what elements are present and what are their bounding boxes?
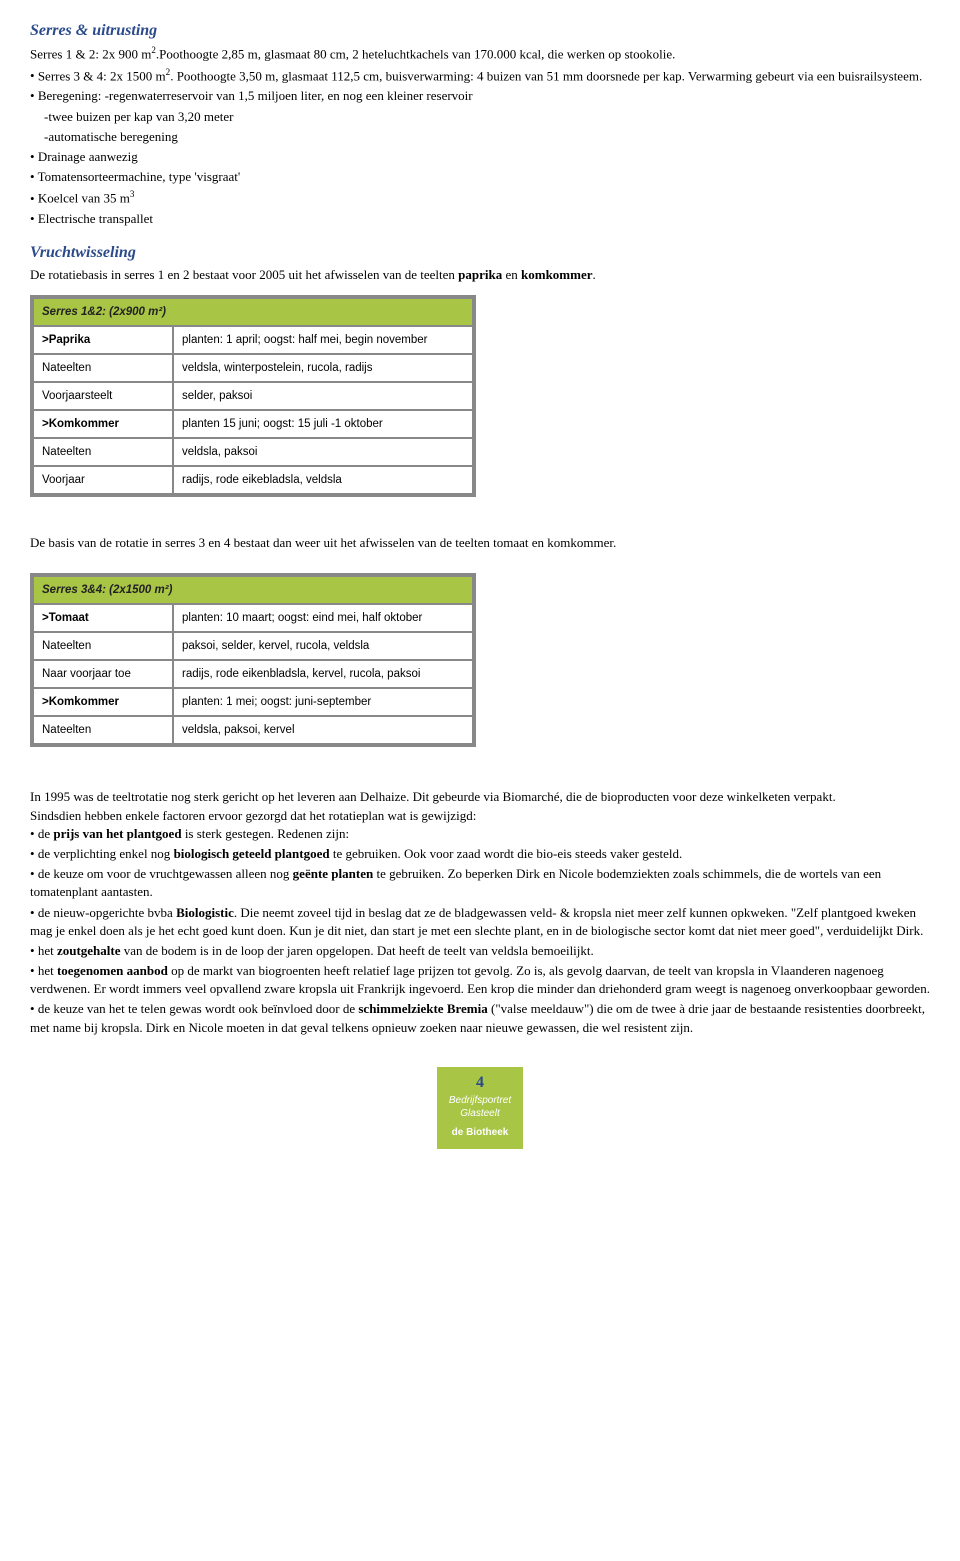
text: de keuze van het te telen gewas wordt oo… bbox=[38, 1001, 359, 1016]
text: is sterk gestegen. Redenen zijn: bbox=[182, 826, 350, 841]
table-cell: Voorjaar bbox=[33, 466, 173, 494]
text-bold: zoutgehalte bbox=[57, 943, 121, 958]
text: . bbox=[593, 267, 596, 282]
paragraph: In 1995 was de teeltrotatie nog sterk ge… bbox=[30, 788, 930, 806]
bullet: Beregening: -regenwaterreservoir van 1,5… bbox=[30, 87, 930, 105]
table-cell: veldsla, paksoi, kervel bbox=[173, 716, 473, 744]
text-bold: komkommer bbox=[521, 267, 593, 282]
footer-label: Glasteelt bbox=[449, 1107, 511, 1120]
section-serres: Serres & uitrusting Serres 1 & 2: 2x 900… bbox=[30, 20, 930, 228]
text: Serres 3 & 4: 2x 1500 m bbox=[38, 68, 166, 83]
text-bold: prijs van het plantgoed bbox=[53, 826, 181, 841]
footer-label: Bedrijfsportret bbox=[449, 1094, 511, 1107]
section-title: Vruchtwisseling bbox=[30, 242, 930, 264]
table-cell: planten: 10 maart; oogst: eind mei, half… bbox=[173, 604, 473, 632]
table-cell: veldsla, winterpostelein, rucola, radijs bbox=[173, 354, 473, 382]
table-cell: Nateelten bbox=[33, 716, 173, 744]
text: de verplichting enkel nog bbox=[38, 846, 174, 861]
bullet: de keuze om voor de vruchtgewassen allee… bbox=[30, 865, 930, 901]
text: Serres 1 & 2: 2x 900 m bbox=[30, 47, 151, 62]
text: Koelcel van 35 m bbox=[38, 191, 130, 206]
bullet: het toegenomen aanbod op de markt van bi… bbox=[30, 962, 930, 998]
bullet: Serres 3 & 4: 2x 1500 m2. Poothoogte 3,5… bbox=[30, 66, 930, 86]
table-cell: planten: 1 mei; oogst: juni-september bbox=[173, 688, 473, 716]
text: De rotatiebasis in serres 1 en 2 bestaat… bbox=[30, 267, 458, 282]
footer-brand: de Biotheek bbox=[449, 1126, 511, 1139]
bullet: Drainage aanwezig bbox=[30, 148, 930, 166]
text-bold: biologisch geteeld plantgoed bbox=[174, 846, 330, 861]
bottom-text-block: In 1995 was de teeltrotatie nog sterk ge… bbox=[30, 788, 930, 1036]
text: van de bodem is in de loop der jaren opg… bbox=[121, 943, 594, 958]
bullet: Electrische transpallet bbox=[30, 210, 930, 228]
table-cell: Naar voorjaar toe bbox=[33, 660, 173, 688]
table-header: Serres 3&4: (2x1500 m²) bbox=[33, 576, 473, 604]
text-bold: Biologistic bbox=[176, 905, 234, 920]
table-cell: planten: 1 april; oogst: half mei, begin… bbox=[173, 326, 473, 354]
bullet: de verplichting enkel nog biologisch get… bbox=[30, 845, 930, 863]
text: en bbox=[502, 267, 521, 282]
text: .Poothoogte 2,85 m, glasmaat 80 cm, 2 he… bbox=[156, 47, 676, 62]
table-serres-1-2: Serres 1&2: (2x900 m²) >Paprikaplanten: … bbox=[30, 295, 476, 498]
page-number: 4 bbox=[476, 1074, 484, 1091]
text: het bbox=[38, 943, 57, 958]
superscript: 3 bbox=[130, 189, 135, 199]
mid-paragraph: De basis van de rotatie in serres 3 en 4… bbox=[30, 534, 930, 552]
bullet: de keuze van het te telen gewas wordt oo… bbox=[30, 1000, 930, 1036]
bullet: de prijs van het plantgoed is sterk gest… bbox=[30, 825, 930, 843]
table-cell: paksoi, selder, kervel, rucola, veldsla bbox=[173, 632, 473, 660]
text-bold: paprika bbox=[458, 267, 502, 282]
table-cell: Voorjaarsteelt bbox=[33, 382, 173, 410]
table-cell: radijs, rode eikenbladsla, kervel, rucol… bbox=[173, 660, 473, 688]
page-badge: 4 Bedrijfsportret Glasteelt de Biotheek bbox=[437, 1067, 523, 1149]
table-cell: planten 15 juni; oogst: 15 juli -1 oktob… bbox=[173, 410, 473, 438]
table-cell: Nateelten bbox=[33, 438, 173, 466]
text: het bbox=[38, 963, 57, 978]
table-cell: Nateelten bbox=[33, 632, 173, 660]
sub-bullet: -twee buizen per kap van 3,20 meter bbox=[30, 108, 930, 126]
table-cell: Nateelten bbox=[33, 354, 173, 382]
bullet: de nieuw-opgerichte bvba Biologistic. Di… bbox=[30, 904, 930, 940]
section-vruchtwisseling: Vruchtwisseling De rotatiebasis in serre… bbox=[30, 242, 930, 285]
text: de nieuw-opgerichte bvba bbox=[38, 905, 176, 920]
text: de bbox=[38, 826, 54, 841]
table-cell: >Tomaat bbox=[33, 604, 173, 632]
text: de keuze om voor de vruchtgewassen allee… bbox=[38, 866, 293, 881]
table-cell: >Paprika bbox=[33, 326, 173, 354]
text-bold: geënte planten bbox=[293, 866, 374, 881]
bullet: Tomatensorteermachine, type 'visgraat' bbox=[30, 168, 930, 186]
table-header: Serres 1&2: (2x900 m²) bbox=[33, 298, 473, 326]
table-cell: selder, paksoi bbox=[173, 382, 473, 410]
text: . Poothoogte 3,50 m, glasmaat 112,5 cm, … bbox=[170, 68, 922, 83]
table-cell: radijs, rode eikebladsla, veldsla bbox=[173, 466, 473, 494]
table-cell: >Komkommer bbox=[33, 410, 173, 438]
section-title: Serres & uitrusting bbox=[30, 20, 930, 42]
intro-line: Serres 1 & 2: 2x 900 m2.Poothoogte 2,85 … bbox=[30, 44, 930, 64]
table-cell: >Komkommer bbox=[33, 688, 173, 716]
text-bold: schimmelziekte Bremia bbox=[358, 1001, 487, 1016]
text: te gebruiken. Ook voor zaad wordt die bi… bbox=[330, 846, 683, 861]
page-footer: 4 Bedrijfsportret Glasteelt de Biotheek bbox=[30, 1067, 930, 1149]
bullet: Koelcel van 35 m3 bbox=[30, 188, 930, 208]
table-cell: veldsla, paksoi bbox=[173, 438, 473, 466]
paragraph: Sindsdien hebben enkele factoren ervoor … bbox=[30, 807, 930, 825]
text-bold: toegenomen aanbod bbox=[57, 963, 168, 978]
table-serres-3-4: Serres 3&4: (2x1500 m²) >Tomaatplanten: … bbox=[30, 573, 476, 748]
sub-bullet: -automatische beregening bbox=[30, 128, 930, 146]
bullet: het zoutgehalte van de bodem is in de lo… bbox=[30, 942, 930, 960]
intro-text: De rotatiebasis in serres 1 en 2 bestaat… bbox=[30, 266, 930, 284]
